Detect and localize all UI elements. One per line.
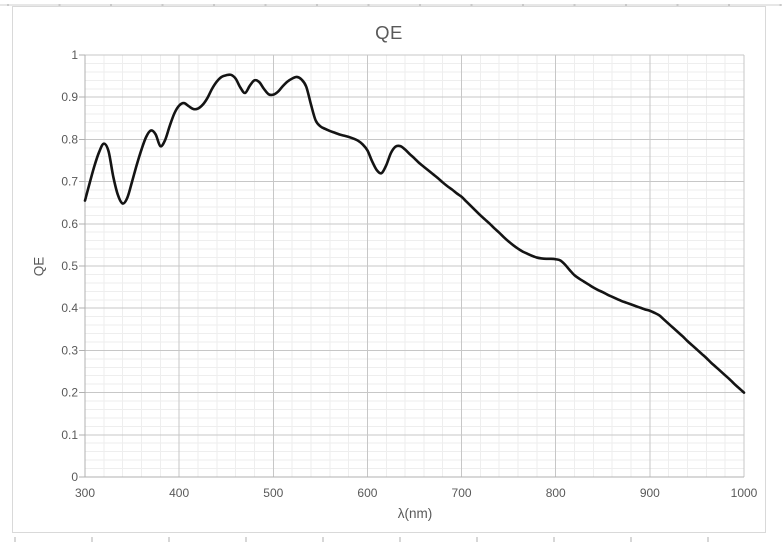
- spreadsheet-tick: [707, 537, 709, 542]
- chart-object[interactable]: QE λ(nm) QE: [12, 6, 766, 533]
- y-tick-label: 0.5: [61, 259, 78, 273]
- spreadsheet-tick: [245, 537, 247, 542]
- y-tick-label: 0.6: [61, 217, 78, 231]
- spreadsheet-tick: [553, 537, 555, 542]
- spreadsheet-tick: [91, 537, 93, 542]
- x-tick-label: 500: [263, 486, 283, 500]
- y-tick-labels: 0 0.1 0.2 0.3 0.4 0.5 0.6 0.7 0.8 0.9 1: [61, 48, 78, 484]
- x-tick-label: 600: [357, 486, 377, 500]
- y-tick-label: 0.1: [61, 428, 78, 442]
- y-tick-label: 0: [71, 470, 78, 484]
- spreadsheet-tick: [14, 537, 16, 542]
- spreadsheet-tick: [322, 537, 324, 542]
- y-tick-label: 0.8: [61, 132, 78, 146]
- spreadsheet-gridline-top: [0, 4, 782, 6]
- y-tick-label: 0.2: [61, 386, 78, 400]
- x-tick-label: 700: [452, 486, 472, 500]
- spreadsheet-tick: [476, 537, 478, 542]
- x-axis-title: λ(nm): [397, 506, 433, 521]
- x-tick-labels: 300 400 500 600 700 800 900 1000: [75, 486, 758, 500]
- y-tick-label: 0.7: [61, 175, 78, 189]
- spreadsheet-tick: [630, 537, 632, 542]
- y-tick-label: 0.4: [61, 301, 78, 315]
- x-tick-label: 1000: [731, 486, 758, 500]
- gridlines-major: [84, 54, 745, 478]
- y-tick-label: 1: [71, 48, 78, 62]
- qe-series-line: [83, 73, 746, 394]
- x-tick-label: 900: [640, 486, 660, 500]
- x-tick-label: 300: [75, 486, 95, 500]
- chart-title: QE: [375, 22, 403, 43]
- x-tick-label: 800: [546, 486, 566, 500]
- spreadsheet-tick: [168, 537, 170, 542]
- x-tick-label: 400: [169, 486, 189, 500]
- spreadsheet-tick: [399, 537, 401, 542]
- y-tick-label: 0.3: [61, 343, 78, 357]
- axes: [79, 54, 744, 478]
- y-tick-label: 0.9: [61, 90, 78, 104]
